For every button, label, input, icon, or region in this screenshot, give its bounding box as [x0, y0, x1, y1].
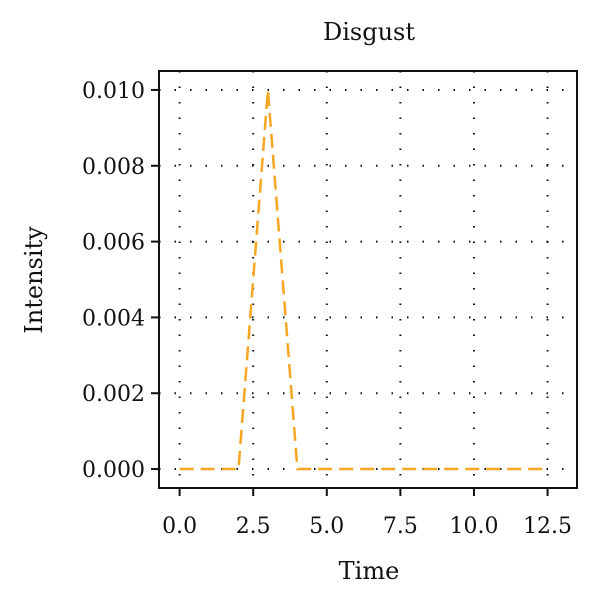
x-axis-label: Time	[339, 557, 400, 585]
x-tick-label: 12.5	[523, 514, 572, 539]
x-tick-label: 10.0	[449, 514, 498, 539]
y-tick-label: 0.006	[82, 231, 145, 256]
y-tick-label: 0.004	[82, 306, 145, 331]
y-tick-label: 0.010	[82, 79, 145, 104]
plot-frame	[158, 70, 578, 489]
grid	[159, 71, 577, 488]
y-tick-label: 0.000	[82, 458, 145, 483]
x-tick-label: 0.0	[162, 514, 197, 539]
chart-title: Disgust	[323, 18, 415, 46]
x-ticks: 0.0 2.5 5.0 7.5 10.0 12.5	[162, 488, 572, 539]
series-line	[179, 89, 548, 471]
x-tick-label: 2.5	[236, 514, 271, 539]
y-axis-label: Intensity	[20, 226, 48, 334]
x-tick-label: 5.0	[309, 514, 344, 539]
y-ticks: 0.000 0.002 0.004 0.006 0.008 0.010	[82, 79, 159, 483]
y-tick-label: 0.008	[82, 155, 145, 180]
series-layer	[179, 89, 548, 471]
y-tick-label: 0.002	[82, 382, 145, 407]
x-tick-label: 7.5	[383, 514, 418, 539]
